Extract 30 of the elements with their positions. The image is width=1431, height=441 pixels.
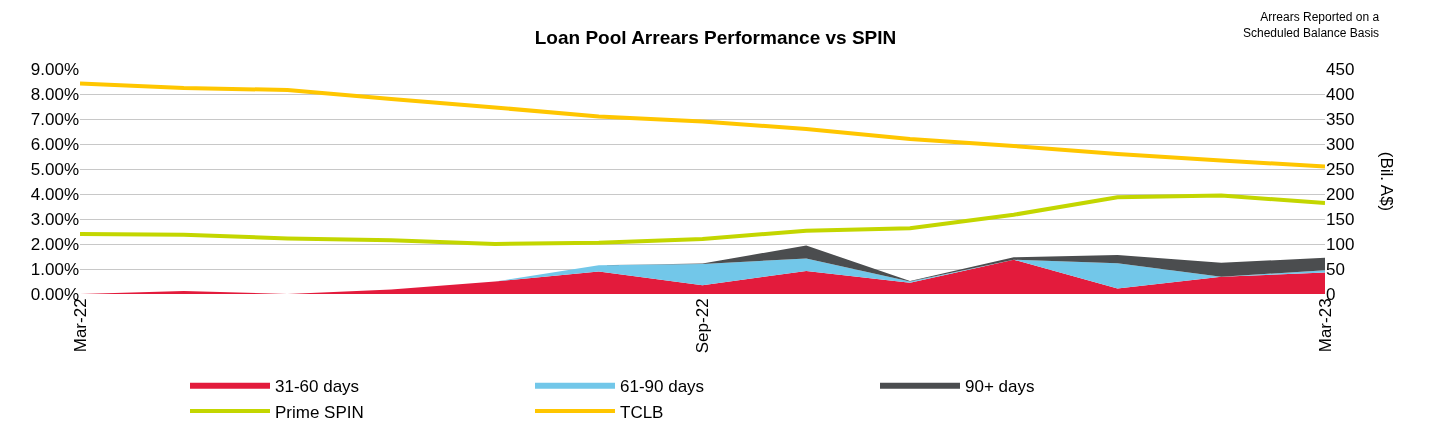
y-tick-label: 5.00%	[30, 159, 79, 179]
y2-tick-label: 400	[1326, 84, 1355, 104]
y-tick-label: 8.00%	[30, 84, 79, 104]
y-tick-label: 3.00%	[30, 209, 79, 229]
y-tick-label: 2.00%	[30, 234, 79, 254]
legend-label: TCLB	[620, 402, 664, 422]
text: Arrears Reported on a Scheduled Balance Basis	[1243, 10, 1380, 40]
y2-tick-label: 350	[1326, 109, 1355, 129]
x-tick-label: Sep-22	[693, 298, 713, 354]
y-tick-label: 7.00%	[30, 109, 79, 129]
y2-tick-label: 300	[1326, 134, 1355, 154]
y-tick-label: 1.00%	[30, 259, 79, 279]
legend-label: 61-90 days	[620, 377, 705, 397]
chart-title: Loan Pool Arrears Performance vs SPIN	[534, 27, 897, 49]
legend-label: 90+ days	[965, 377, 1035, 397]
legend-label: 31-60 days	[275, 377, 360, 397]
y-tick-label: 4.00%	[30, 184, 79, 204]
y2-tick-label: 100	[1326, 234, 1355, 254]
line-series	[80, 193, 1325, 246]
y2-tick-label: 50	[1326, 259, 1345, 279]
y2-tick-label: 450	[1326, 59, 1355, 79]
legend-label: Prime SPIN	[275, 402, 364, 422]
y2-axis-title: (Bil. A$)	[1376, 151, 1396, 212]
y-tick-label: 6.00%	[30, 134, 79, 154]
line-series	[80, 81, 1325, 169]
x-tick-label: Mar-22	[70, 298, 90, 353]
y2-tick-label: 250	[1326, 159, 1355, 179]
y2-tick-label: 200	[1326, 184, 1355, 204]
y-tick-label: 9.00%	[30, 59, 79, 79]
y2-tick-label: 150	[1326, 209, 1355, 229]
